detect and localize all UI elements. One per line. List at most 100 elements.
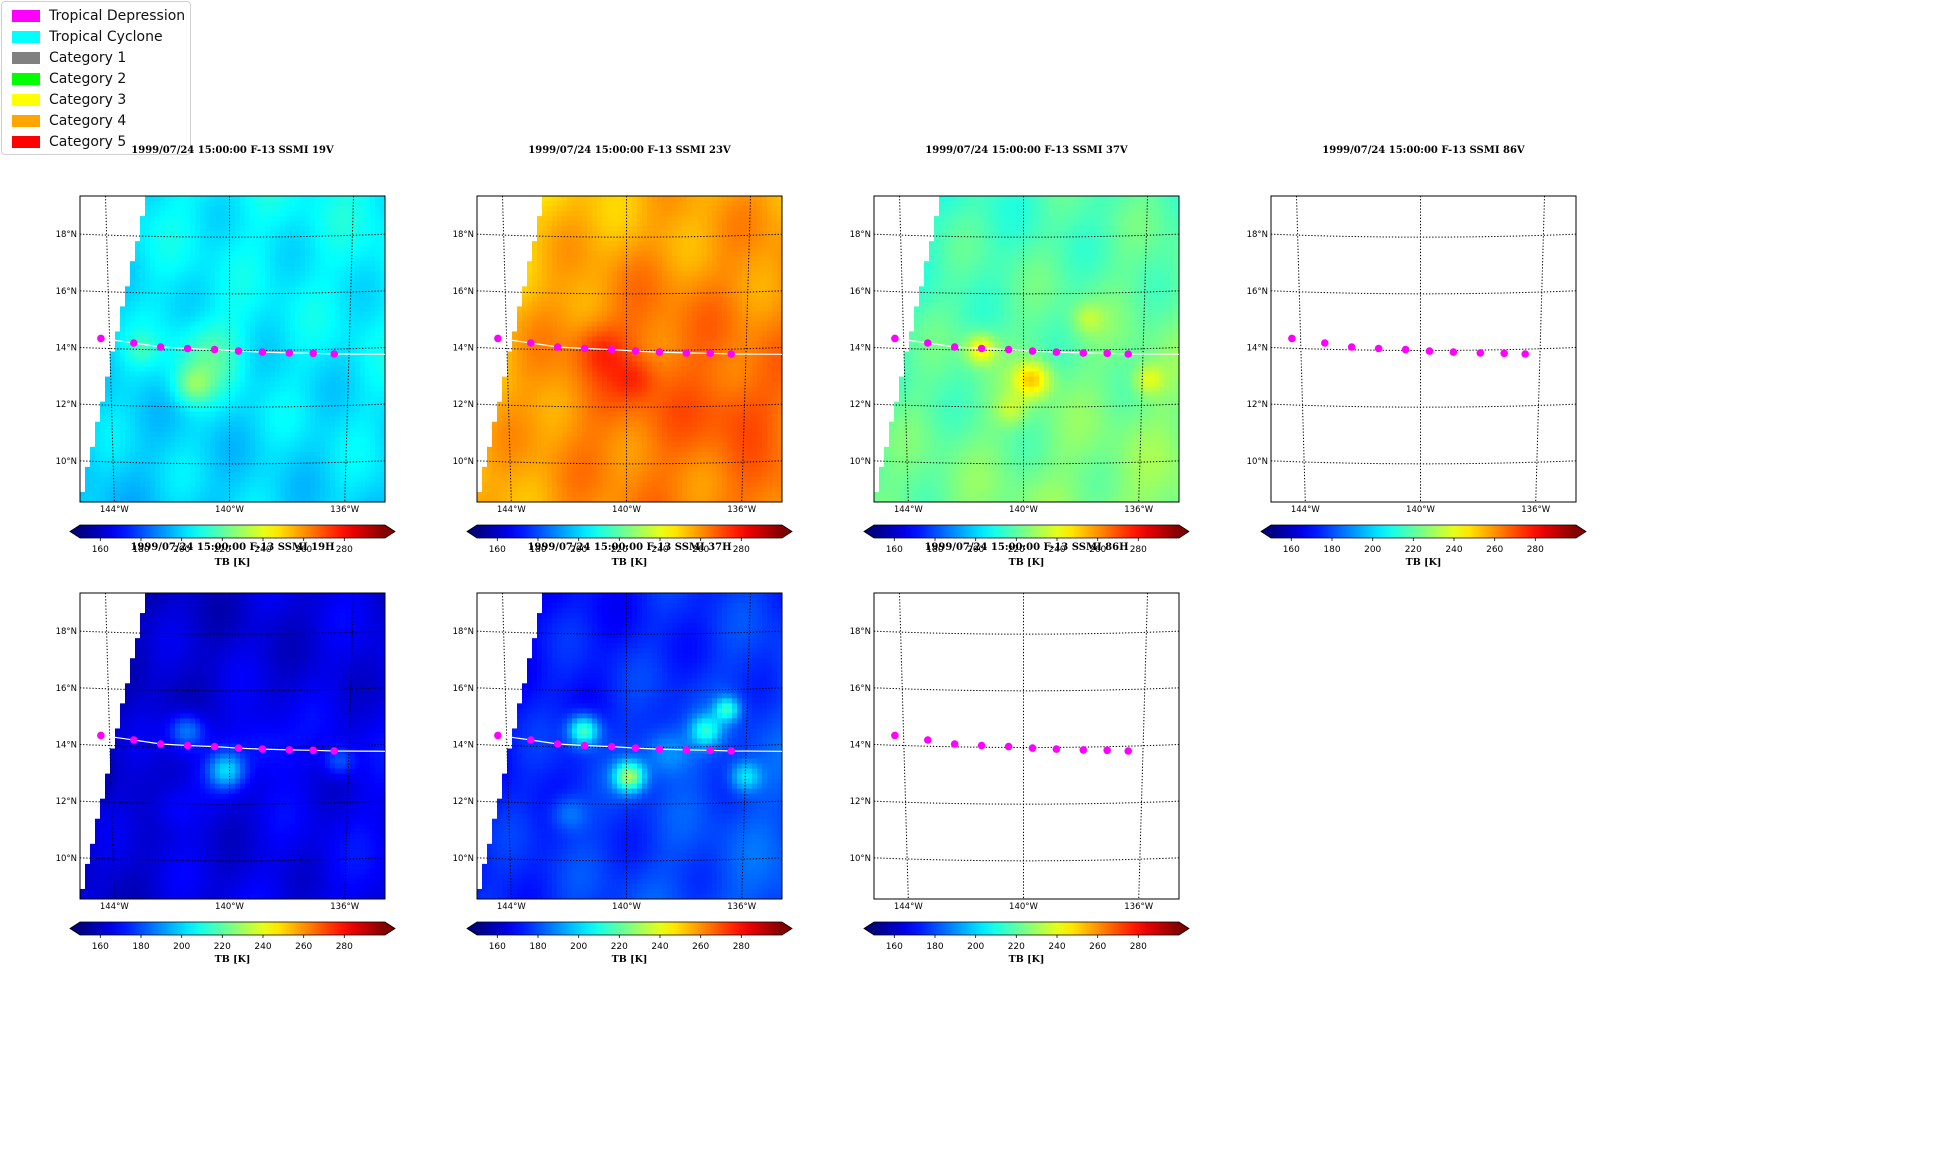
parallel-line	[873, 857, 1180, 862]
track-point	[682, 349, 691, 357]
lat-tick-label: 18°N	[850, 627, 871, 637]
track-point	[950, 740, 959, 748]
parallel-line	[873, 744, 1180, 749]
track-point	[1288, 334, 1296, 343]
colorbar-max-arrow	[782, 922, 792, 935]
track-point	[1374, 344, 1383, 353]
lat-tick-label: 16°N	[453, 684, 474, 694]
panel-title: 1999/07/24 15:00:00 F-13 SSMI 86H	[924, 542, 1128, 553]
colorbar-label: TB [K]	[1009, 557, 1045, 568]
map-panel-19h: 1999/07/24 15:00:00 F-13 SSMI 19H 18°N 16°…	[56, 542, 396, 965]
meridian-line	[344, 195, 355, 503]
meridian-line	[741, 195, 752, 503]
map-area	[874, 593, 1179, 899]
parallel-line	[476, 233, 783, 238]
track-point	[1052, 745, 1061, 753]
colorbar-tick-label: 220	[611, 942, 628, 952]
map-panel-86v: 1999/07/24 15:00:00 F-13 SSMI 86V 18°N 16°…	[1247, 145, 1587, 568]
track-point	[1004, 742, 1013, 751]
colorbar-tick-label: 180	[926, 545, 943, 555]
lat-tick-label: 14°N	[850, 344, 871, 354]
colorbar-outline	[69, 524, 396, 539]
parallel-line	[79, 233, 386, 238]
parallel-line	[79, 460, 386, 465]
track-point	[156, 343, 165, 351]
lat-tick-label: 14°N	[453, 344, 474, 354]
lat-tick-label: 18°N	[850, 230, 871, 240]
panel-86v: 1999/07/24 15:00:00 F-13 SSMI 86V 18°N 16°…	[1247, 140, 1673, 620]
colorbar-tick-label: 240	[1048, 942, 1065, 952]
track-point	[1321, 339, 1329, 347]
colorbar-label: TB [K]	[1009, 954, 1045, 965]
colorbar-gradient	[80, 525, 385, 538]
meridian-line	[502, 195, 512, 503]
track-point	[924, 736, 932, 744]
map-area	[80, 196, 385, 502]
lat-tick-label: 12°N	[453, 797, 474, 807]
panel-title: 1999/07/24 15:00:00 F-13 SSMI 37H	[527, 542, 731, 553]
colorbar-label: TB [K]	[215, 557, 251, 568]
meridian-line	[1138, 195, 1149, 503]
meridian-line	[1138, 592, 1149, 900]
colorbar-tick-label: 280	[733, 545, 750, 555]
track-point	[1028, 744, 1037, 752]
map-area	[477, 196, 782, 502]
colorbar-tick-label: 280	[336, 545, 353, 555]
lat-tick-label: 18°N	[453, 230, 474, 240]
lat-tick-label: 16°N	[453, 287, 474, 297]
colorbar-tick-label: 200	[1364, 545, 1381, 555]
parallel-line	[873, 290, 1180, 295]
lat-tick-label: 18°N	[453, 627, 474, 637]
lat-tick-label: 10°N	[453, 854, 474, 864]
lat-tick-label: 12°N	[850, 400, 871, 410]
track-point	[1124, 747, 1132, 755]
colorbar-tick-label: 240	[651, 545, 668, 555]
map-panel-86h: 1999/07/24 15:00:00 F-13 SSMI 86H 18°N 16°…	[850, 542, 1190, 965]
colorbar-gradient	[874, 525, 1179, 538]
colorbar-tick-label: 240	[254, 942, 271, 952]
parallel-line	[476, 290, 783, 295]
legend-label: Tropical Depression	[49, 8, 186, 24]
legend-swatch	[12, 136, 40, 148]
colorbar-tick-label: 260	[1486, 545, 1503, 555]
brightness-temperature-swath	[477, 196, 782, 502]
colorbar-min-arrow	[1261, 525, 1271, 538]
colorbar-tick-label: 280	[1130, 545, 1147, 555]
panel-23v: 1999/07/24 15:00:00 F-13 SSMI 23V 18°N 16°…	[453, 140, 879, 620]
lat-tick-label: 14°N	[56, 741, 77, 751]
colorbar-tick-label: 180	[1323, 545, 1340, 555]
lon-tick-label: 136°W	[727, 505, 756, 515]
parallel-line	[1270, 290, 1577, 295]
colorbar-max-arrow	[1576, 525, 1586, 538]
track-point	[330, 747, 339, 755]
track-point	[234, 744, 243, 752]
track-point	[309, 349, 317, 358]
colorbar-min-arrow	[467, 922, 477, 935]
track-point	[527, 736, 535, 744]
map-frame	[79, 592, 386, 900]
meridian-line	[502, 592, 512, 900]
map-frame	[873, 195, 1180, 503]
legend-item: Category 2	[12, 69, 126, 89]
map-panel-23v: 1999/07/24 15:00:00 F-13 SSMI 23V 18°N 16°…	[453, 145, 793, 568]
parallel-line	[873, 800, 1180, 805]
legend-label: Tropical Cyclone	[49, 29, 163, 45]
colorbar-tick-label: 280	[1527, 545, 1544, 555]
legend-label: Category 2	[49, 71, 127, 87]
colorbar-outline	[69, 921, 396, 936]
track-point	[1079, 746, 1088, 754]
lat-tick-label: 18°N	[56, 627, 77, 637]
parallel-line	[1270, 233, 1577, 238]
meridian-line	[741, 592, 752, 900]
legend-label: Category 3	[49, 92, 127, 108]
track-point	[977, 741, 986, 750]
track-point	[183, 741, 192, 750]
colorbar-outline	[466, 524, 793, 539]
colorbar: 160 180 200 220 240 260 280 TB [K]	[1260, 524, 1587, 568]
storm-track	[891, 731, 1132, 755]
map-panel-37v: 1999/07/24 15:00:00 F-13 SSMI 37V 18°N 16°…	[850, 145, 1190, 568]
track-point	[607, 742, 616, 751]
lon-tick-label: 144°W	[100, 902, 129, 912]
track-point	[977, 344, 986, 353]
meridian-line	[105, 195, 115, 503]
